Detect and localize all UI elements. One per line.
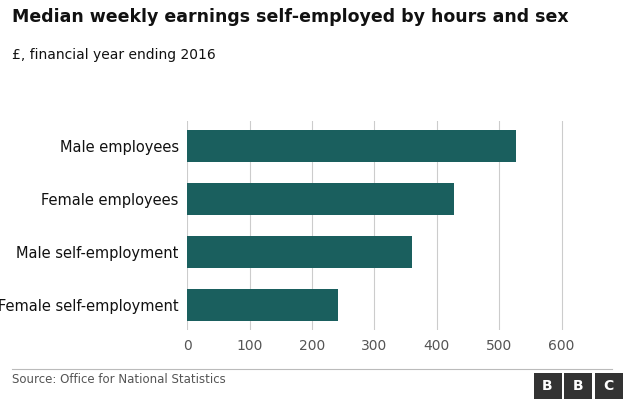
Bar	[187, 289, 338, 321]
Text: B: B	[542, 379, 553, 393]
Bar	[187, 183, 454, 215]
Text: C: C	[603, 379, 614, 393]
Bar	[187, 131, 516, 162]
Text: £, financial year ending 2016: £, financial year ending 2016	[12, 48, 217, 62]
Text: B: B	[573, 379, 583, 393]
Bar	[187, 236, 412, 268]
Text: Source: Office for National Statistics: Source: Office for National Statistics	[12, 373, 227, 386]
Text: Median weekly earnings self-employed by hours and sex: Median weekly earnings self-employed by …	[12, 8, 569, 26]
